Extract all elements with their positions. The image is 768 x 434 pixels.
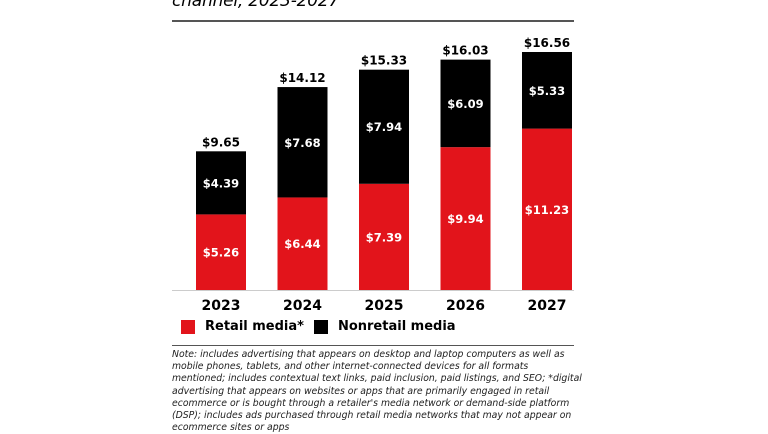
label-retail-2023: $5.26 — [203, 246, 239, 260]
bar-nonretail-2025 — [359, 69, 409, 184]
label-nonretail-2026: $6.09 — [447, 97, 483, 111]
note-divider — [172, 345, 574, 346]
bar-nonretail-2027 — [522, 52, 572, 129]
x-tick-2026: 2026 — [446, 298, 485, 314]
x-tick-2023: 2023 — [202, 298, 241, 314]
bar-retail-2027 — [522, 128, 572, 290]
x-tick-2027: 2027 — [528, 298, 567, 314]
stacked-bar-chart: $5.26 $4.39 $9.65 2023 $6.44 $7.68 $14.12 2024 $… — [172, 36, 574, 314]
legend: Retail media* Nonretail media — [181, 319, 466, 334]
bar-retail-2025 — [359, 183, 409, 290]
bar-nonretail-2026 — [440, 59, 491, 148]
label-retail-2024: $6.44 — [284, 237, 320, 251]
legend-swatch-retail — [181, 319, 195, 334]
total-label-2027: $16.56 — [524, 36, 570, 50]
label-retail-2026: $9.94 — [447, 212, 483, 226]
label-retail-2027: $11.23 — [525, 203, 569, 217]
total-label-2025: $15.33 — [361, 54, 407, 68]
label-nonretail-2025: $7.94 — [366, 120, 402, 134]
title-divider — [172, 20, 574, 22]
bar-retail-2023 — [196, 214, 246, 290]
x-tick-2024: 2024 — [283, 298, 322, 314]
legend-swatch-nonretail — [313, 319, 328, 334]
total-label-2024: $14.12 — [279, 71, 325, 85]
legend-item-nonretail: Nonretail media — [313, 319, 456, 334]
bar-nonretail-2024 — [277, 87, 328, 198]
total-label-2026: $16.03 — [442, 44, 488, 58]
label-nonretail-2023: $4.39 — [203, 176, 239, 190]
label-nonretail-2024: $7.68 — [284, 136, 320, 150]
bar-retail-2024 — [277, 197, 328, 290]
bar-nonretail-2023 — [196, 151, 246, 215]
x-tick-2025: 2025 — [365, 298, 404, 314]
label-nonretail-2027: $5.33 — [529, 84, 565, 98]
chart-title: channel, 2023-2027 — [172, 0, 340, 11]
total-label-2023: $9.65 — [202, 135, 240, 149]
label-retail-2025: $7.39 — [366, 230, 402, 244]
chart-note: Note: includes advertising that appears … — [172, 349, 582, 434]
legend-item-retail: Retail media* — [181, 319, 304, 334]
legend-label-nonretail: Nonretail media — [337, 319, 456, 334]
legend-label-retail: Retail media* — [205, 319, 304, 334]
bar-retail-2026 — [440, 147, 491, 290]
